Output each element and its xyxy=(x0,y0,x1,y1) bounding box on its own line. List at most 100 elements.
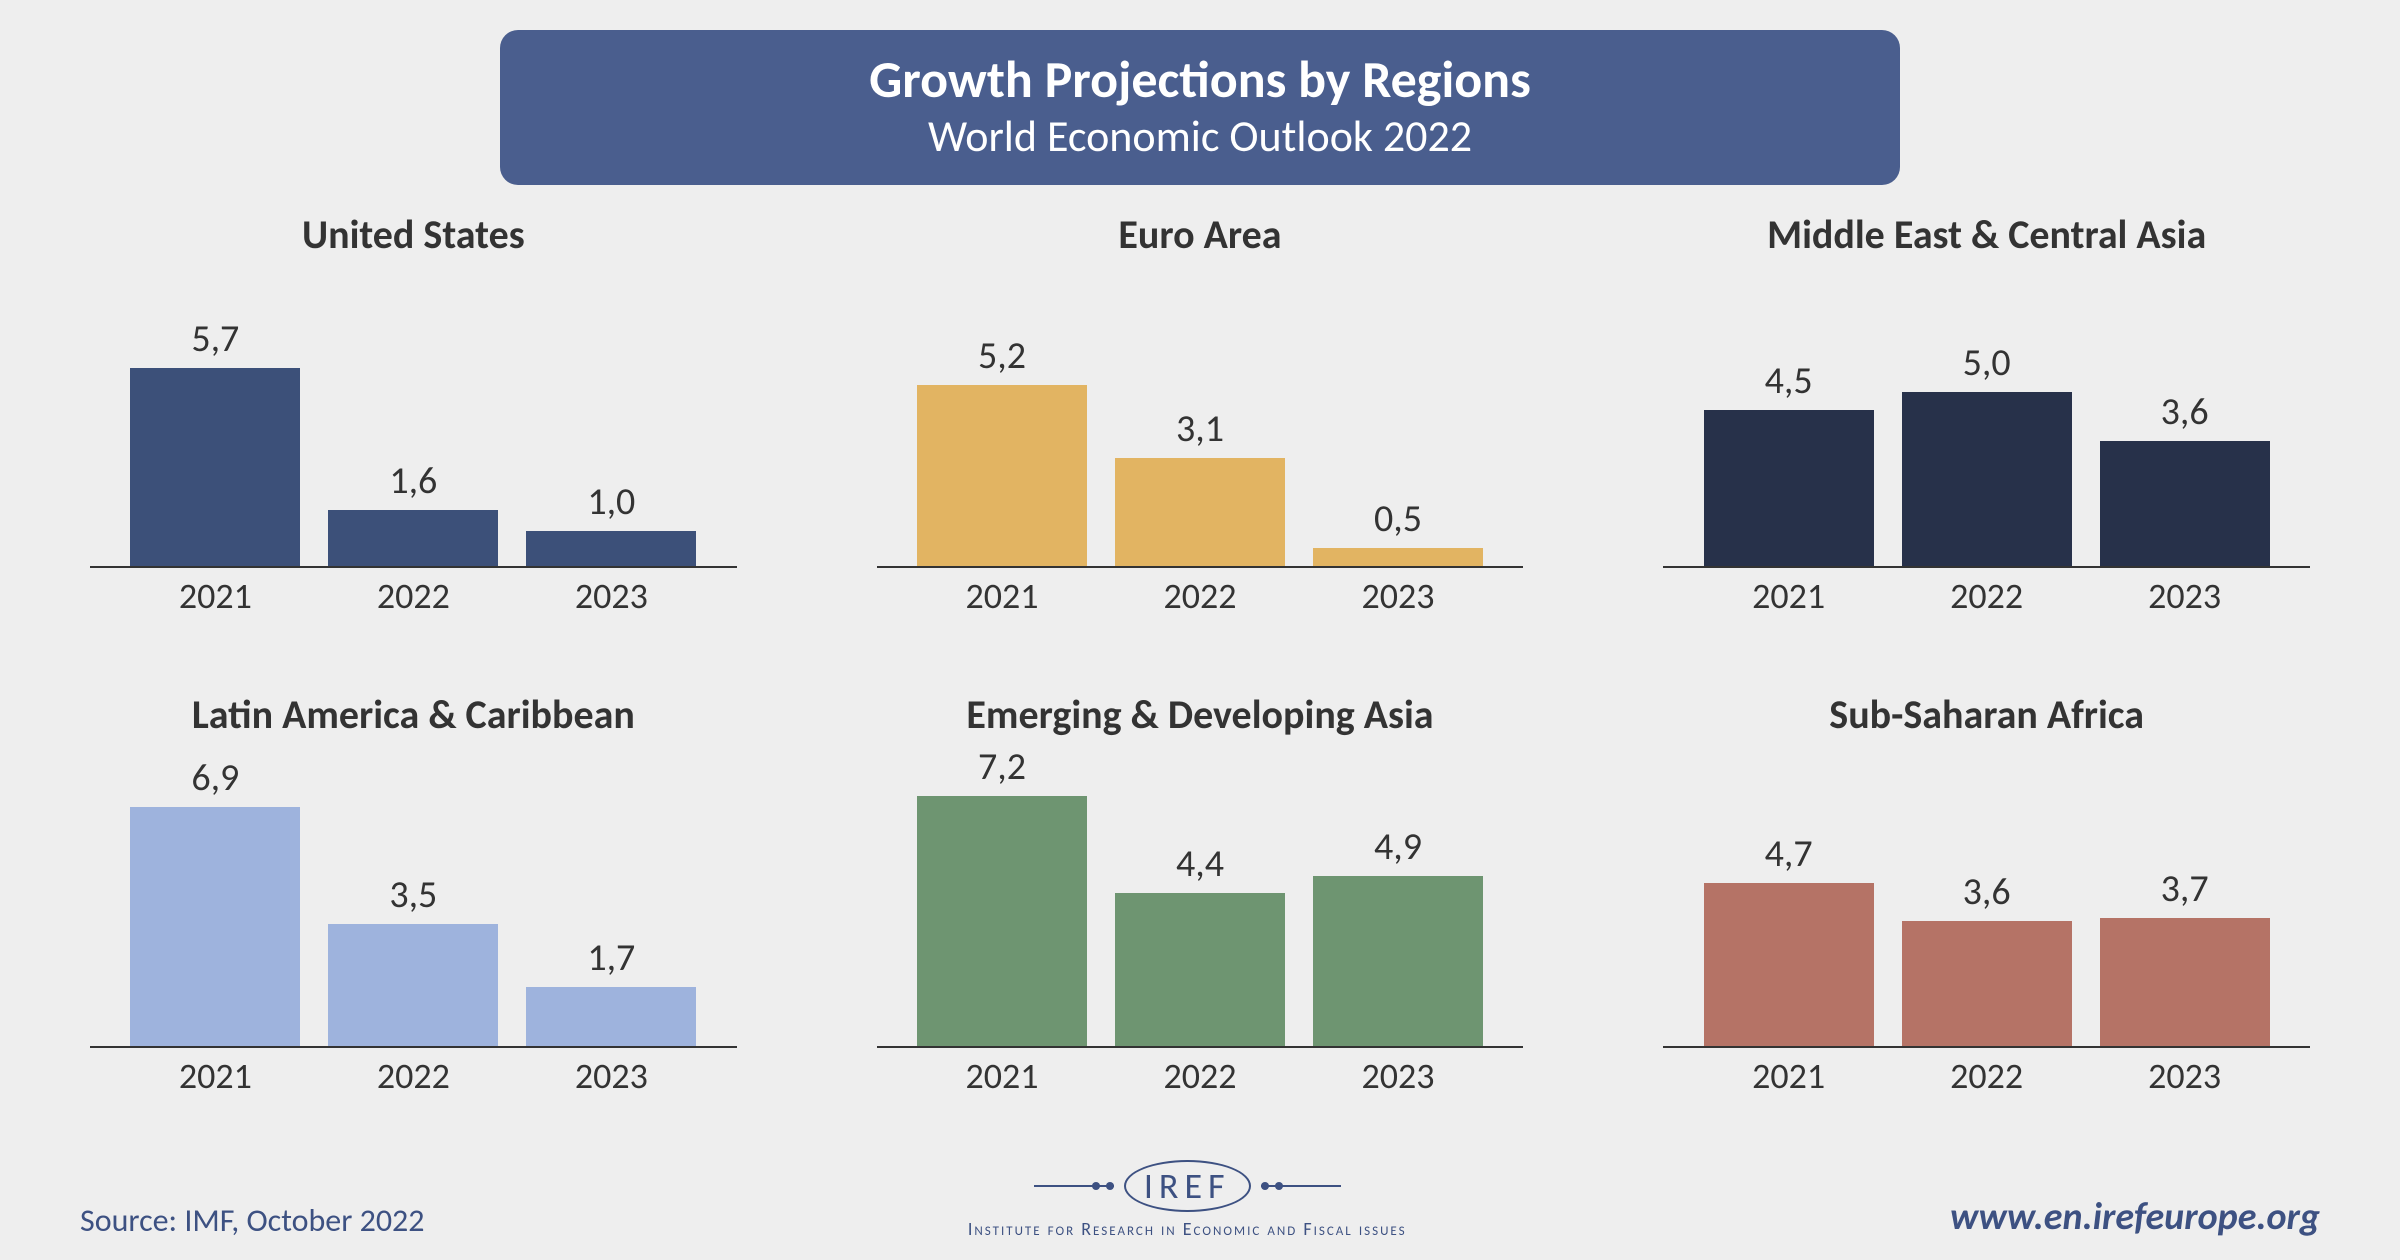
title-banner: Growth Projections by Regions World Econ… xyxy=(500,30,1900,185)
logo-icon: IREF xyxy=(1034,1160,1341,1212)
bar-slot: 5,2 xyxy=(917,333,1087,565)
bar-value-label: 7,2 xyxy=(978,744,1026,790)
x-axis-label: 2022 xyxy=(1902,1054,2072,1098)
x-axis-label: 2021 xyxy=(1704,574,1874,618)
x-axis-label: 2022 xyxy=(328,574,498,618)
bar xyxy=(1115,893,1285,1046)
bar-value-label: 4,9 xyxy=(1374,824,1422,870)
bar xyxy=(1115,458,1285,565)
x-axis-label: 2021 xyxy=(130,1054,300,1098)
bar-slot: 3,6 xyxy=(1902,869,2072,1046)
main-title: Growth Projections by Regions xyxy=(560,50,1840,110)
bar-slot: 4,4 xyxy=(1115,841,1285,1046)
bar-slot: 1,0 xyxy=(526,479,696,566)
bar-value-label: 0,5 xyxy=(1374,496,1422,542)
bar-chart: United States 5,7 1,6 1,0 2021 2022 2023 xyxy=(90,210,737,650)
bar-slot: 5,0 xyxy=(1902,340,2072,565)
bar-value-label: 5,7 xyxy=(191,316,239,362)
bar-slot: 3,1 xyxy=(1115,406,1285,565)
bars-area: 5,2 3,1 0,5 xyxy=(877,258,1524,568)
x-axis-labels: 2021 2022 2023 xyxy=(1663,574,2310,618)
x-axis-label: 2023 xyxy=(1313,1054,1483,1098)
bar xyxy=(130,807,300,1046)
x-axis-labels: 202120222023 xyxy=(877,574,1524,618)
bar-slot: 4,7 xyxy=(1704,831,1874,1046)
bar-slot: 5,7 xyxy=(130,316,300,566)
bar-slot: 6,9 xyxy=(130,755,300,1046)
bars-area: 4,7 3,6 3,7 xyxy=(1663,738,2310,1048)
x-axis-label: 2023 xyxy=(2100,1054,2270,1098)
chart-title: Middle East & Central Asia xyxy=(1767,210,2206,258)
chart-title: Sub-Saharan Africa xyxy=(1829,690,2144,738)
bar xyxy=(328,924,498,1045)
x-axis-labels: 2021 2022 2023 xyxy=(90,574,737,618)
x-axis-label: 2023 xyxy=(2100,574,2270,618)
bar-slot: 3,6 xyxy=(2100,389,2270,566)
bar-value-label: 3,6 xyxy=(2161,389,2209,435)
bar-slot: 4,9 xyxy=(1313,824,1483,1046)
bar-value-label: 4,7 xyxy=(1765,831,1813,877)
x-axis-labels: 2021 2022 2023 xyxy=(90,1054,737,1098)
bar xyxy=(1902,392,2072,565)
chart-title: Latin America & Caribbean xyxy=(192,690,635,738)
bar xyxy=(1704,410,1874,566)
bar-slot: 1,7 xyxy=(526,935,696,1046)
bars-area: 4,5 5,0 3,6 xyxy=(1663,258,2310,568)
bar-value-label: 1,0 xyxy=(587,479,635,525)
subtitle: World Economic Outlook 2022 xyxy=(560,110,1840,163)
chart-title: United States xyxy=(302,210,525,258)
bar-value-label: 4,4 xyxy=(1176,841,1224,887)
bar-value-label: 3,6 xyxy=(1963,869,2011,915)
bar-value-label: 5,2 xyxy=(978,333,1026,379)
x-axis-label: 2022 xyxy=(328,1054,498,1098)
bar-chart: Middle East & Central Asia4,55,03,620212… xyxy=(1663,210,2310,650)
bar-chart: Sub-Saharan Africa 4,7 3,6 3,7 2021 2022 2023 xyxy=(1663,690,2310,1130)
bar-chart: Euro Area 5,2 3,1 0,5 202120222023 xyxy=(877,210,1524,650)
bar xyxy=(526,531,696,566)
bar xyxy=(2100,918,2270,1046)
bar xyxy=(917,796,1087,1046)
bars-area: 5,7 1,6 1,0 xyxy=(90,258,737,568)
website-url: www.en.irefeurope.org xyxy=(1950,1194,2320,1240)
bar-slot: 4,5 xyxy=(1704,358,1874,566)
bar-value-label: 3,7 xyxy=(2161,866,2209,912)
x-axis-label: 2021 xyxy=(1704,1054,1874,1098)
bar-value-label: 6,9 xyxy=(191,755,239,801)
x-axis-label: 2022 xyxy=(1902,574,2072,618)
bar-value-label: 3,5 xyxy=(389,872,437,918)
x-axis-label: 2021 xyxy=(130,574,300,618)
bar-chart: Latin America & Caribbean6,93,51,7202120… xyxy=(90,690,737,1130)
bar xyxy=(1704,883,1874,1046)
bar xyxy=(917,385,1087,565)
bar-value-label: 3,1 xyxy=(1176,406,1224,452)
chart-title: Euro Area xyxy=(1118,210,1281,258)
bar-value-label: 4,5 xyxy=(1765,358,1813,404)
bar-value-label: 5,0 xyxy=(1963,340,2011,386)
x-axis-label: 2023 xyxy=(1313,574,1483,618)
x-axis-label: 2021 xyxy=(917,574,1087,618)
bar xyxy=(1902,921,2072,1046)
bar xyxy=(1313,548,1483,565)
x-axis-labels: 2021 2022 2023 xyxy=(1663,1054,2310,1098)
bar-slot: 3,5 xyxy=(328,872,498,1045)
charts-grid: United States5,71,61,0202120222023Euro A… xyxy=(50,210,2350,1130)
bar-slot: 1,6 xyxy=(328,458,498,565)
bar-chart: Emerging & Developing Asia7,24,44,920212… xyxy=(877,690,1524,1130)
bar-slot: 0,5 xyxy=(1313,496,1483,565)
bar xyxy=(130,368,300,566)
logo-text: IREF xyxy=(1124,1160,1251,1212)
bar-value-label: 1,7 xyxy=(587,935,635,981)
bar xyxy=(1313,876,1483,1046)
x-axis-label: 2021 xyxy=(917,1054,1087,1098)
bar-slot: 7,2 xyxy=(917,744,1087,1046)
footer: Source: IMF, October 2022 IREF Institute… xyxy=(50,1160,2350,1240)
x-axis-label: 2023 xyxy=(526,574,696,618)
source-text: Source: IMF, October 2022 xyxy=(80,1201,424,1240)
bars-area: 7,2 4,4 4,9 xyxy=(877,738,1524,1048)
logo-block: IREF Institute for Research in Economic … xyxy=(424,1160,1949,1240)
logo-subtitle: Institute for Research in Economic and F… xyxy=(424,1218,1949,1240)
bar-value-label: 1,6 xyxy=(389,458,437,504)
x-axis-label: 2022 xyxy=(1115,1054,1285,1098)
bar xyxy=(2100,441,2270,566)
x-axis-label: 2023 xyxy=(526,1054,696,1098)
